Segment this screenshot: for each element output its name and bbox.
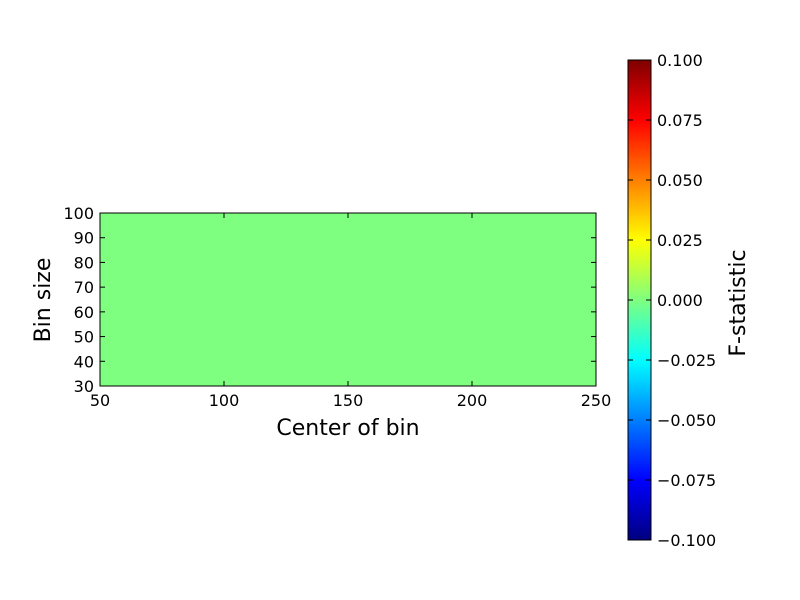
- y-tick-label: 50: [74, 328, 94, 347]
- y-tick-label: 60: [74, 303, 94, 322]
- colorbar-label: F-statistic: [726, 249, 751, 356]
- x-tick-label: 100: [209, 391, 240, 410]
- x-tick-label: 200: [457, 391, 488, 410]
- heatmap-cell: [100, 213, 596, 386]
- colorbar-tick-label: −0.025: [657, 351, 716, 370]
- colorbar-tick-label: −0.075: [657, 471, 716, 490]
- x-axis: 50 100 150 200 250: [90, 213, 611, 410]
- y-tick-label: 90: [74, 229, 94, 248]
- y-tick-label: 40: [74, 352, 94, 371]
- y-tick-label: 100: [63, 204, 94, 223]
- colorbar-tick-label: 0.050: [657, 171, 703, 190]
- x-tick-label: 50: [90, 391, 110, 410]
- colorbar-tick-label: 0.000: [657, 291, 703, 310]
- colorbar-tick-label: 0.100: [657, 51, 703, 70]
- colorbar-tick-label: −0.050: [657, 411, 716, 430]
- y-tick-label: 30: [74, 377, 94, 396]
- y-tick-label: 80: [74, 253, 94, 272]
- colorbar-tick-label: 0.025: [657, 231, 703, 250]
- colorbar-tick-label: 0.075: [657, 111, 703, 130]
- x-tick-label: 250: [581, 391, 612, 410]
- y-tick-label: 70: [74, 278, 94, 297]
- colorbar: [628, 60, 651, 540]
- colorbar-tick-label: −0.100: [657, 531, 716, 550]
- y-axis: 30 40 50 60 70 80 90 100: [63, 204, 596, 396]
- x-axis-label: Center of bin: [276, 416, 419, 441]
- colorbar-axis: −0.100 −0.075 −0.050 −0.025 0.000 0.025 0.050 0…: [628, 51, 716, 550]
- x-tick-label: 150: [333, 391, 364, 410]
- y-axis-label: Bin size: [31, 258, 56, 343]
